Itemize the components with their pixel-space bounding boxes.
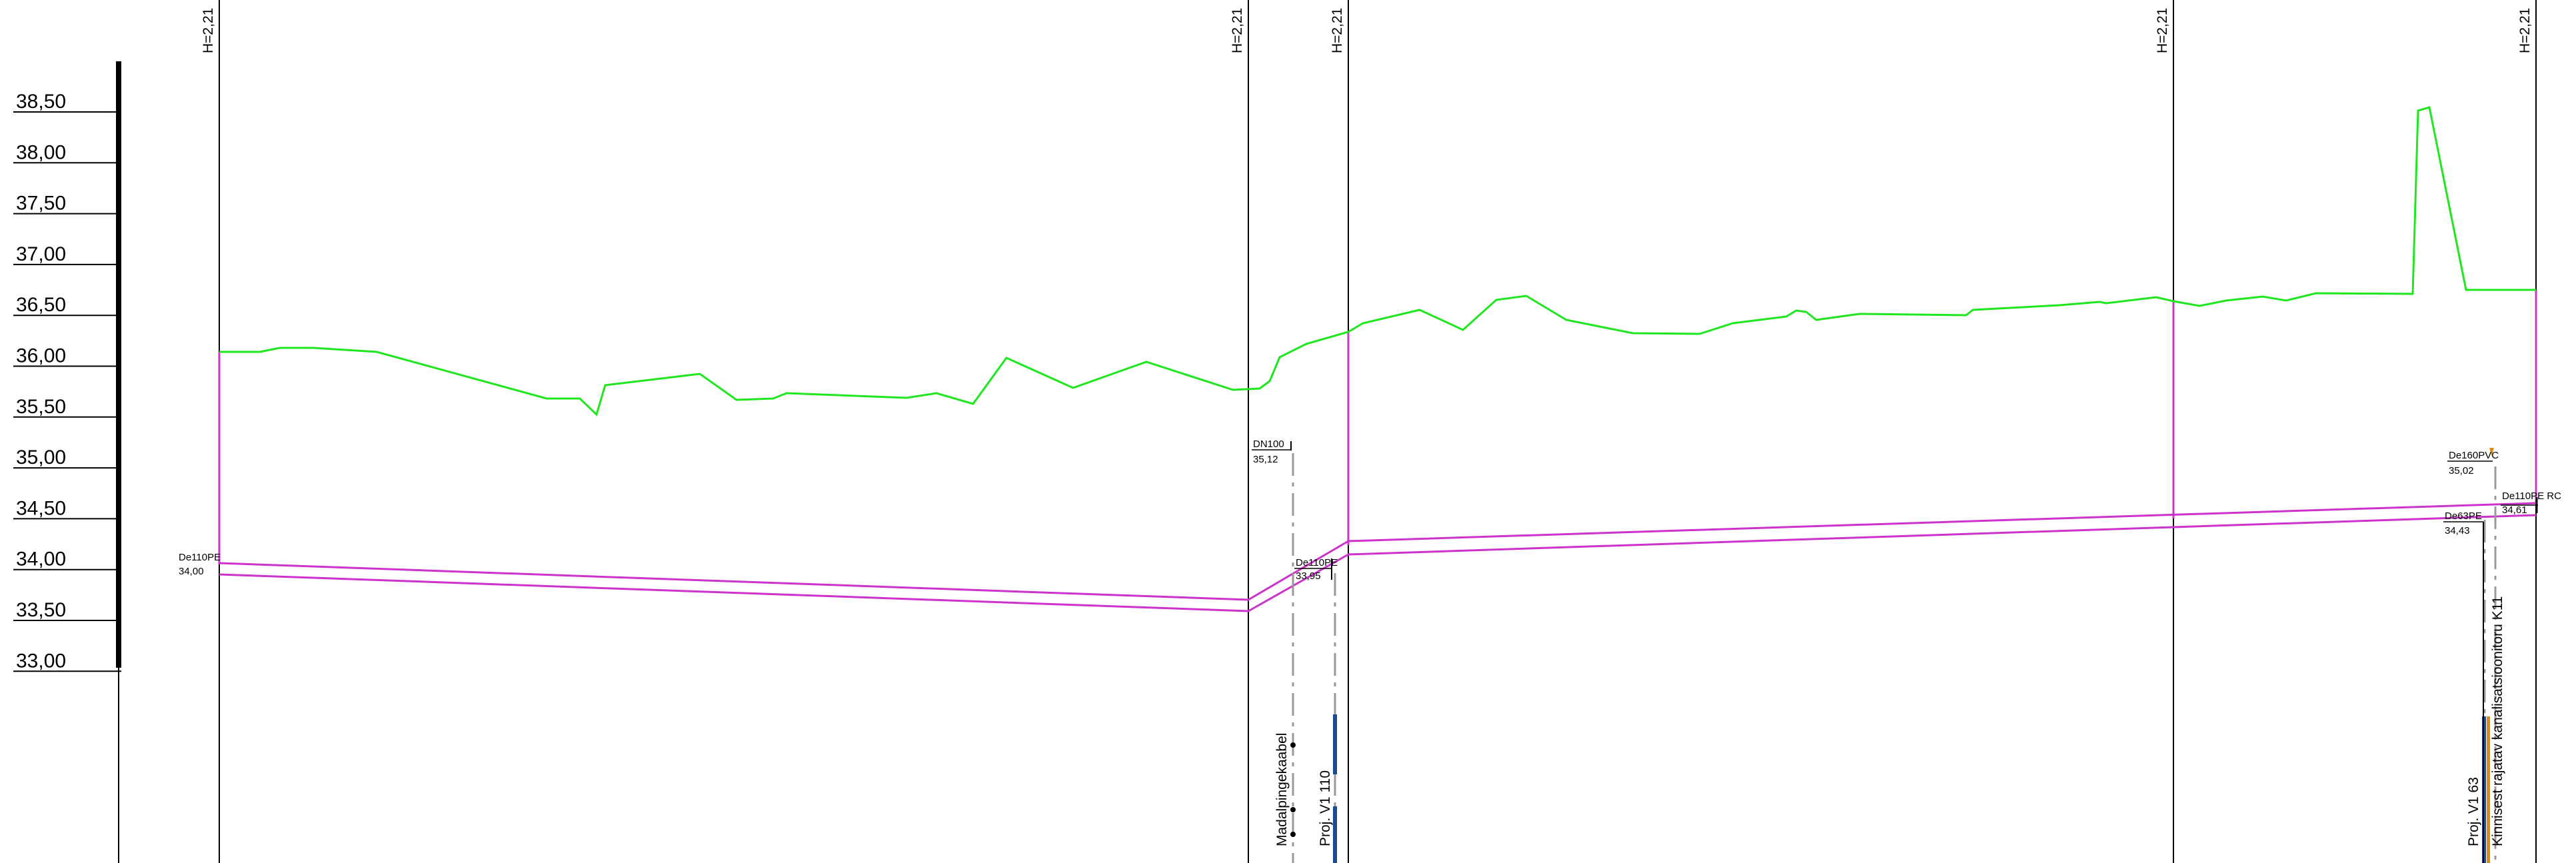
station-height-label: H=2,21	[2517, 8, 2533, 53]
scale-label: 38,50	[16, 91, 66, 113]
station-height-label: H=2,21	[201, 8, 216, 53]
pipe-label-level: 35,12	[1253, 454, 1278, 465]
pipe-top-line	[219, 502, 2537, 601]
sewer-arrow-marker	[2489, 448, 2494, 456]
water-pipe-marker	[1333, 806, 1337, 863]
vertical-annotations: Madalpingekaabel Proj. V1 110 Proj. V1 6…	[1274, 596, 2505, 847]
scale-label: 37,00	[16, 243, 66, 265]
pipe-bottom-line	[219, 514, 2537, 612]
scale-label: 35,00	[16, 446, 66, 468]
cable-marker-dot	[1290, 807, 1296, 812]
elevation-scale: 38,50 38,00 37,50 37,00 36,50 36,00 35,50 35,00…	[13, 61, 121, 863]
pipe-label-level: 34,00	[179, 566, 204, 577]
sewer-pipe-marker	[2487, 716, 2490, 863]
station-height-label: H=2,21	[2155, 8, 2170, 53]
pipe-label-name: De160PVC	[2449, 450, 2499, 461]
scale-label: 33,50	[16, 599, 66, 621]
pipe-label-level: 35,02	[2449, 465, 2474, 476]
scale-label: 34,50	[16, 497, 66, 519]
pipe-verticals	[218, 290, 2537, 564]
scale-label: 37,50	[16, 193, 66, 215]
scale-label: 38,00	[16, 141, 66, 163]
water-pipe-marker	[1333, 714, 1337, 774]
pipe-label-level: 34,43	[2445, 525, 2470, 536]
cable-annotation: Madalpingekaabel	[1274, 733, 1290, 846]
sewer-pipe-annotation: Kinnisest rajatav kanalisatsioonitoru K1…	[2490, 596, 2505, 847]
station-height-label: H=2,21	[1330, 8, 1345, 53]
cable-marker-dot	[1290, 832, 1296, 837]
station-height-label: H=2,21	[1230, 8, 1245, 53]
water-pipe-annotation: Proj. V1 110	[1318, 770, 1333, 846]
pipe-label-level: 34,61	[2502, 504, 2527, 516]
pipe-label-name: DN100	[1253, 438, 1284, 450]
scale-label: 34,00	[16, 548, 66, 570]
scale-label: 35,50	[16, 396, 66, 418]
pipe-labels: De110PE 34,00 DN100 35,12 De110PE 33,95 …	[179, 438, 2561, 863]
crossing-lines	[1290, 453, 2497, 863]
water-pipe-annotation: Proj. V1 63	[2466, 777, 2481, 846]
pipe-label-name: De110PE	[1296, 557, 1338, 568]
pipe-label-name: De110PE	[179, 552, 221, 563]
scale-label: 36,50	[16, 294, 66, 316]
cable-marker-dot	[1290, 742, 1296, 748]
pipe-profile	[219, 502, 2537, 612]
station-lines	[219, 0, 2537, 863]
pipe-label-name: De110PE RC	[2502, 490, 2561, 502]
ground-surface-line	[219, 106, 2536, 417]
station-headers: H=2,21 H=2,21 H=2,21 H=2,21 H=2,21	[201, 8, 2533, 53]
pipe-label-name: De63PE	[2445, 510, 2482, 522]
scale-label: 33,00	[16, 650, 66, 672]
scale-label: 36,00	[16, 345, 66, 367]
pipe-label-level: 33,95	[1296, 570, 1321, 582]
